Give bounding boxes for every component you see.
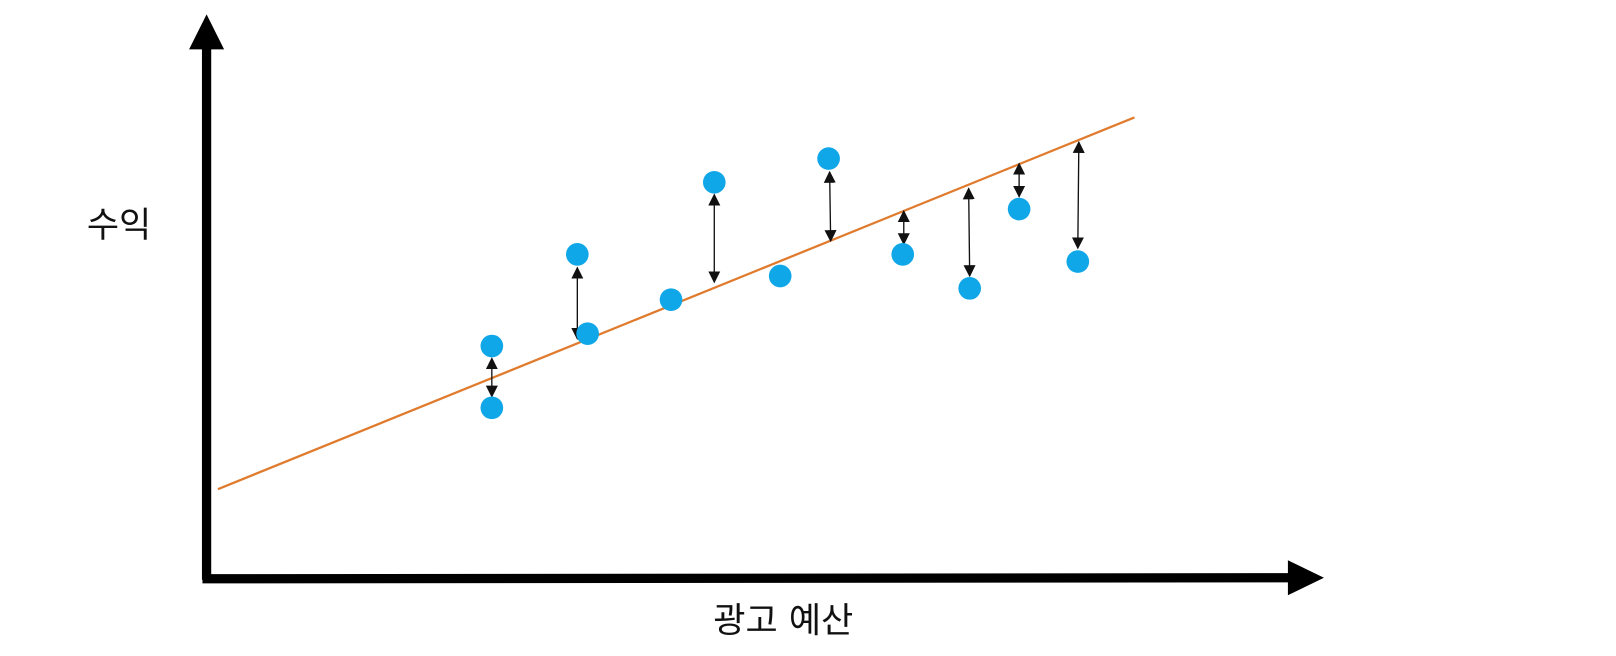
point — [480, 396, 504, 420]
x-axis-label: 광고 예산 — [713, 601, 853, 641]
point — [958, 277, 982, 300]
point — [576, 322, 599, 345]
y-axis-arrowhead — [189, 14, 225, 50]
y-axis-label: 수익 — [87, 206, 151, 246]
point — [768, 264, 792, 288]
residual-arrow — [1071, 140, 1085, 250]
points — [480, 147, 1090, 420]
residual-arrow — [962, 187, 976, 278]
point — [891, 243, 915, 266]
point — [817, 147, 840, 170]
residual-arrow — [823, 170, 837, 243]
point — [480, 334, 504, 358]
point — [659, 288, 683, 312]
x-axis — [202, 573, 1295, 584]
x-axis-arrowhead — [1287, 560, 1324, 596]
point — [702, 170, 726, 194]
point — [1066, 250, 1090, 273]
point — [565, 243, 589, 266]
residuals — [485, 140, 1085, 398]
point — [1007, 197, 1031, 221]
